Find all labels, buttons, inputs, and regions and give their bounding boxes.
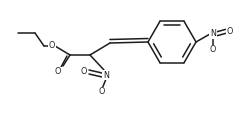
Text: O: O	[99, 87, 105, 97]
Text: O: O	[210, 45, 216, 54]
Text: N: N	[103, 71, 109, 79]
Text: O: O	[49, 42, 55, 50]
Text: O: O	[227, 26, 233, 35]
Text: N: N	[210, 30, 216, 38]
Text: O: O	[81, 68, 87, 76]
Text: O: O	[55, 68, 61, 76]
